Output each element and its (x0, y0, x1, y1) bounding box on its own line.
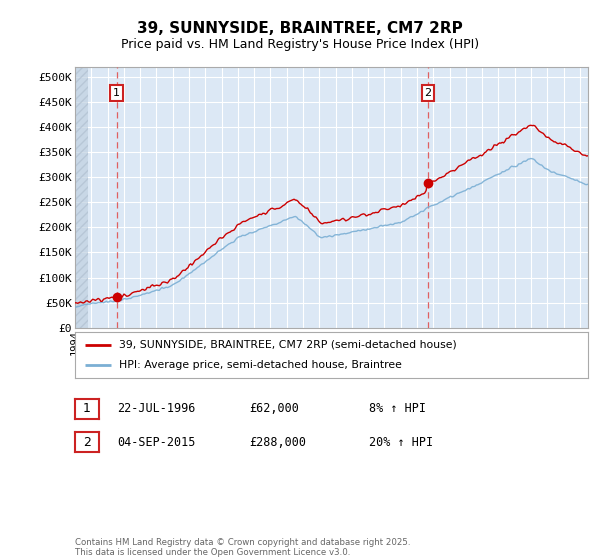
Text: £62,000: £62,000 (249, 402, 299, 416)
Text: 39, SUNNYSIDE, BRAINTREE, CM7 2RP: 39, SUNNYSIDE, BRAINTREE, CM7 2RP (137, 21, 463, 36)
Text: 22-JUL-1996: 22-JUL-1996 (117, 402, 196, 416)
Text: £288,000: £288,000 (249, 436, 306, 449)
Text: 20% ↑ HPI: 20% ↑ HPI (369, 436, 433, 449)
Text: 04-SEP-2015: 04-SEP-2015 (117, 436, 196, 449)
Text: 1: 1 (113, 88, 120, 98)
Text: 2: 2 (83, 436, 91, 449)
Text: 2: 2 (424, 88, 431, 98)
Text: 39, SUNNYSIDE, BRAINTREE, CM7 2RP (semi-detached house): 39, SUNNYSIDE, BRAINTREE, CM7 2RP (semi-… (119, 340, 457, 350)
Text: 8% ↑ HPI: 8% ↑ HPI (369, 402, 426, 416)
Text: 1: 1 (83, 402, 91, 416)
Text: Contains HM Land Registry data © Crown copyright and database right 2025.
This d: Contains HM Land Registry data © Crown c… (75, 538, 410, 557)
Text: Price paid vs. HM Land Registry's House Price Index (HPI): Price paid vs. HM Land Registry's House … (121, 38, 479, 51)
Text: HPI: Average price, semi-detached house, Braintree: HPI: Average price, semi-detached house,… (119, 360, 401, 370)
